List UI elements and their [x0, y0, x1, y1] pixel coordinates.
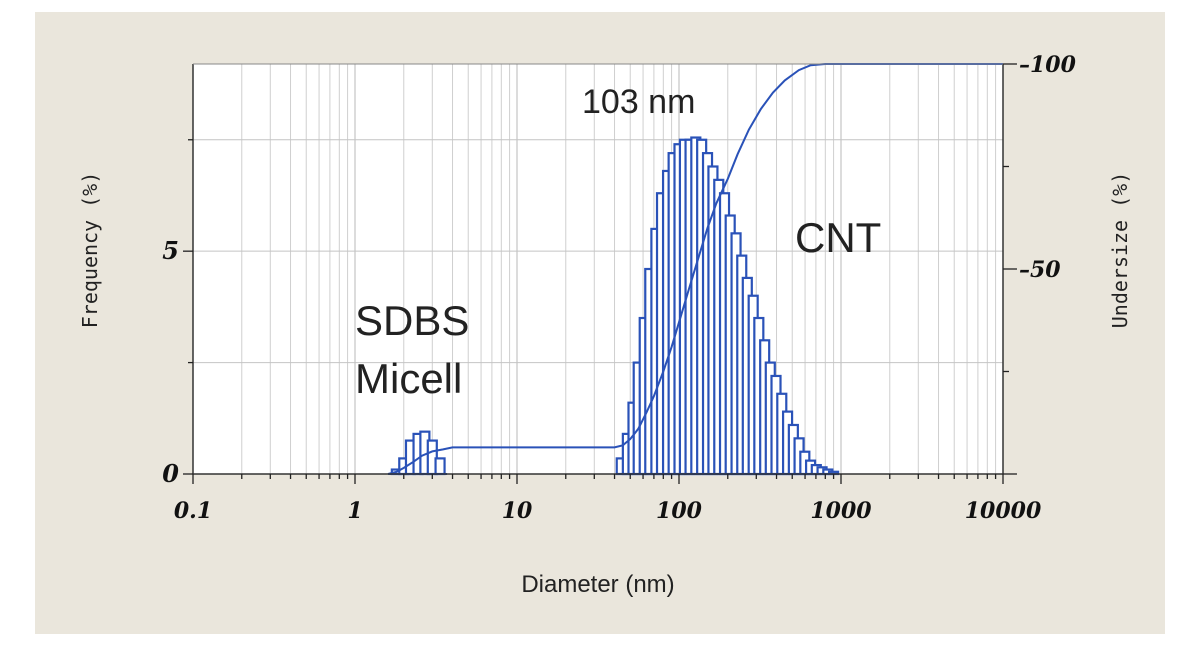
x-tick-label: 10000 — [965, 498, 1042, 524]
plot-area — [193, 64, 1003, 474]
x-tick-label: 10 — [502, 498, 533, 524]
micelle-annotation-line2: Micell — [355, 355, 462, 402]
chart-panel: 0.1 1 10 100 1000 10000 0 5 –100 –50 Frequency (%… — [35, 12, 1165, 634]
cumulative-undersize-line — [387, 63, 1003, 475]
distribution-chart: 0.1 1 10 100 1000 10000 0 5 –100 –50 Frequency (%… — [78, 52, 1132, 598]
y-tick-label: 5 — [162, 236, 179, 265]
x-tick-label: 100 — [656, 498, 703, 524]
tick-labels: 0.1 1 10 100 1000 10000 0 5 –100 –50 — [162, 52, 1076, 524]
y-tick-label: 0 — [162, 459, 179, 488]
grid — [192, 64, 1003, 474]
y2-tick-label: –100 — [1019, 52, 1077, 78]
x-axis-title: Diameter (nm) — [521, 571, 674, 598]
x-tick-label: 1000 — [810, 498, 872, 524]
peak-annotation: 103 nm — [582, 83, 695, 121]
y2-axis-title: Undersize (%) — [1108, 172, 1132, 329]
histogram-bar — [434, 457, 446, 476]
micelle-annotation-line1: SDBS — [355, 297, 469, 344]
y2-tick-label: –50 — [1019, 257, 1061, 283]
cnt-annotation: CNT — [795, 214, 881, 261]
x-tick-label: 0.1 — [174, 498, 212, 524]
x-tick-label: 1 — [347, 498, 362, 524]
axes — [183, 63, 1017, 484]
y-axis-title: Frequency (%) — [78, 172, 102, 329]
